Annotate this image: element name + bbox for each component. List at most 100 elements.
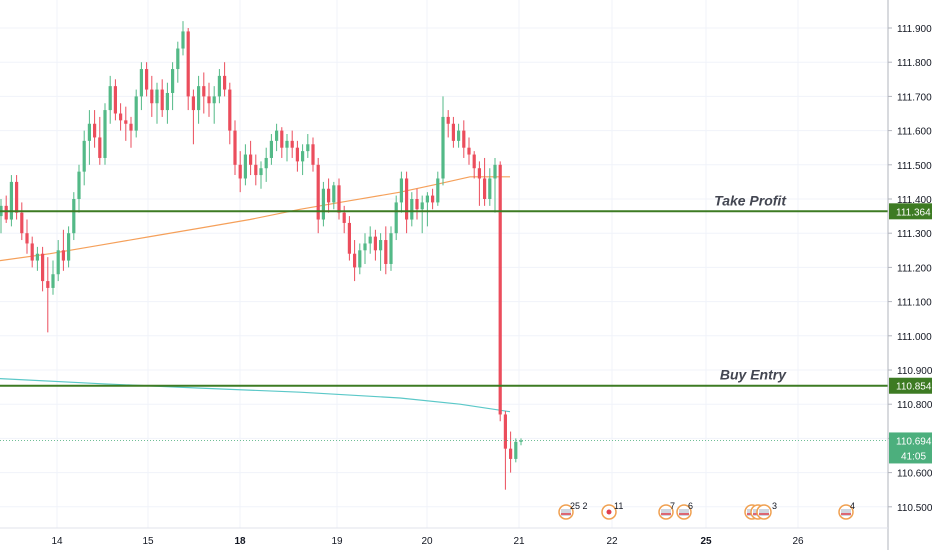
candle-body — [472, 154, 476, 169]
time-axis[interactable]: 14 15 18 19 20 21 22 25 26 — [0, 527, 888, 547]
candle-body — [41, 253, 45, 282]
price-tick-label: 111.500 — [897, 161, 932, 172]
level-price-text: 111.364 — [896, 207, 931, 218]
level-price-text: 110.854 — [896, 382, 932, 393]
candle-body — [202, 86, 206, 97]
candle-body — [358, 250, 362, 268]
candle-body — [415, 199, 419, 210]
event-marker[interactable] — [558, 504, 574, 520]
time-tick-label: 26 — [792, 536, 804, 547]
candle-body — [347, 222, 351, 254]
candle-body — [498, 164, 502, 415]
candle-body — [113, 86, 117, 114]
event-count-label: 4 — [850, 501, 855, 511]
candle-body — [389, 233, 393, 264]
event-marker[interactable] — [601, 504, 617, 520]
time-tick-label: 25 — [700, 536, 712, 547]
level-price-badge — [889, 377, 932, 394]
candle-body — [249, 154, 253, 165]
candle-body — [72, 199, 76, 234]
candle-body — [223, 75, 227, 90]
candle-body — [285, 140, 289, 148]
current-price-text: 110.694 — [896, 436, 932, 447]
candle-body — [436, 178, 440, 203]
candle-body — [462, 130, 466, 148]
candle-body — [368, 236, 372, 244]
time-tick-label: 19 — [331, 536, 343, 547]
moving-average-line — [0, 378, 511, 413]
candle-body — [77, 171, 81, 199]
candle-body — [295, 147, 299, 162]
candle-body — [108, 86, 112, 111]
candle-body — [155, 89, 159, 104]
horizontal-levels[interactable]: Take Profit Buy Entry — [0, 192, 888, 441]
candle-body — [61, 250, 65, 261]
candle-body — [311, 144, 315, 165]
price-tick-label: 110.800 — [897, 400, 932, 411]
event-marker[interactable] — [658, 504, 674, 520]
candle-body — [9, 181, 13, 220]
candle-body — [134, 96, 138, 131]
candle-body — [514, 441, 518, 459]
candle-body — [373, 236, 377, 251]
candle-body — [254, 164, 258, 176]
moving-averages — [0, 176, 511, 413]
candle-body — [176, 48, 180, 70]
candle-body — [503, 414, 507, 449]
time-tick-label: 15 — [142, 536, 154, 547]
price-badges: 111.364 110.854 110.694 41:05 — [889, 203, 932, 464]
candle-body — [124, 120, 128, 124]
event-marker[interactable] — [838, 504, 854, 520]
candle-body — [139, 69, 143, 97]
candle-body — [379, 240, 383, 251]
price-tick-label: 111.400 — [897, 195, 932, 206]
candle-body — [446, 116, 450, 124]
level-label: Buy Entry — [720, 367, 787, 383]
candle-body — [56, 250, 60, 275]
candle-body — [238, 164, 242, 179]
event-marker[interactable] — [756, 504, 772, 520]
price-axis-background — [888, 0, 932, 550]
flag-icon — [759, 509, 769, 516]
candle-body — [171, 69, 175, 93]
candle-body — [212, 96, 216, 104]
candle-body — [301, 151, 305, 162]
candle-body — [394, 202, 398, 234]
candle-body — [93, 123, 97, 138]
candle-body — [197, 86, 201, 111]
candle-body — [275, 130, 279, 141]
candle-body — [207, 96, 211, 104]
candle-body — [129, 123, 133, 131]
time-tick-label: 22 — [606, 536, 618, 547]
candle-body — [363, 243, 367, 251]
candle-body — [165, 92, 169, 111]
economic-events[interactable]: 25 2 11 7 6 3 4 — [558, 501, 855, 520]
candle-body — [30, 243, 34, 261]
candle-body — [82, 140, 86, 172]
moving-average-line — [0, 176, 510, 262]
flag-icon — [661, 509, 671, 516]
candle-body — [483, 178, 487, 199]
candle-body — [145, 69, 149, 90]
candle-body — [384, 240, 388, 264]
event-marker[interactable] — [676, 504, 692, 520]
candle-body — [181, 31, 185, 49]
price-tick-label: 111.300 — [897, 229, 932, 240]
flag-icon — [561, 509, 571, 516]
price-tick-label: 111.700 — [897, 92, 932, 103]
candle-body — [259, 168, 263, 176]
flag-icon — [606, 509, 612, 515]
candle-body — [233, 130, 237, 165]
time-tick-label: 21 — [513, 536, 525, 547]
candle-body — [67, 233, 71, 261]
candle-body — [405, 178, 409, 220]
event-count-label: 11 — [614, 501, 623, 511]
price-tick-label: 111.600 — [897, 127, 932, 138]
time-tick-label: 14 — [51, 536, 63, 547]
candle-body — [477, 168, 481, 179]
candle-body — [337, 185, 341, 213]
candle-body — [228, 89, 232, 131]
candle-body — [399, 178, 403, 203]
